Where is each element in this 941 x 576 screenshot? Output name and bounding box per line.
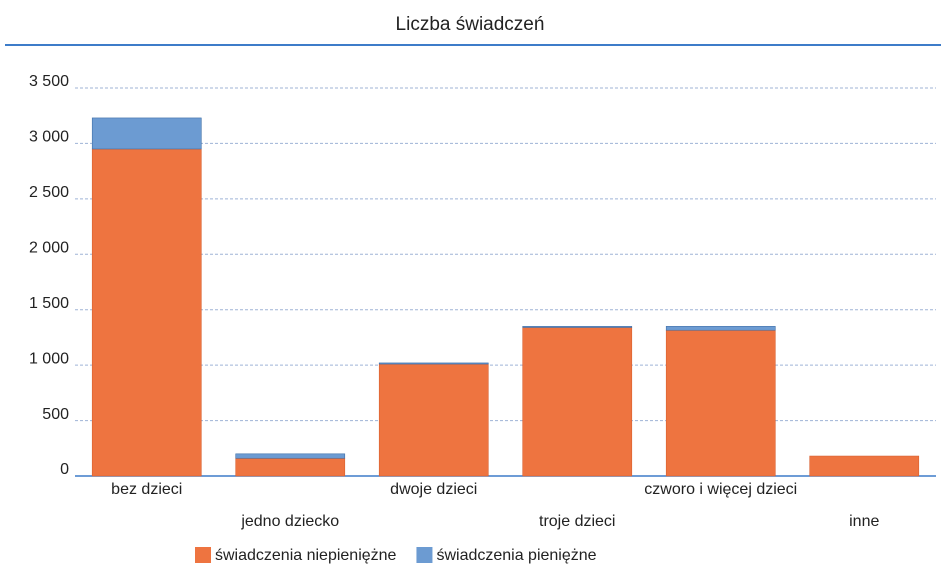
x-tick-label: jedno dziecko — [240, 513, 339, 530]
y-tick-label: 2 500 — [29, 184, 69, 201]
x-tick-label: bez dzieci — [111, 481, 182, 498]
x-tick-label: inne — [849, 513, 879, 530]
legend-label: świadczenia niepieniężne — [215, 547, 397, 564]
y-tick-label: 2 000 — [29, 240, 69, 257]
y-tick-label: 500 — [42, 406, 69, 423]
bar-segment — [91, 117, 202, 150]
x-tick-label: troje dzieci — [539, 513, 615, 530]
bar-segment — [235, 457, 346, 477]
bar-segment — [665, 326, 776, 331]
bar-segment — [378, 363, 489, 477]
y-tick-label: 1 500 — [29, 295, 69, 312]
x-tick-label: dwoje dzieci — [390, 481, 477, 498]
bar-segment — [235, 453, 346, 459]
legend-label: świadczenia pieniężne — [436, 547, 596, 564]
bar-segment — [91, 148, 202, 477]
y-tick-label: 3 500 — [29, 73, 69, 90]
legend-swatch — [416, 547, 433, 563]
bar-segment — [809, 455, 920, 477]
y-tick-label: 0 — [60, 461, 69, 478]
x-tick-label: czworo i więcej dzieci — [644, 481, 797, 498]
bar-segment — [522, 326, 633, 328]
y-tick-label: 3 000 — [29, 129, 69, 146]
y-tick-label: 1 000 — [29, 350, 69, 367]
bar-segment — [665, 329, 776, 477]
legend-swatch — [195, 547, 211, 563]
chart-title: Liczba świadczeń — [396, 14, 545, 35]
bar-segment — [522, 327, 633, 477]
bar-segment — [378, 362, 489, 365]
